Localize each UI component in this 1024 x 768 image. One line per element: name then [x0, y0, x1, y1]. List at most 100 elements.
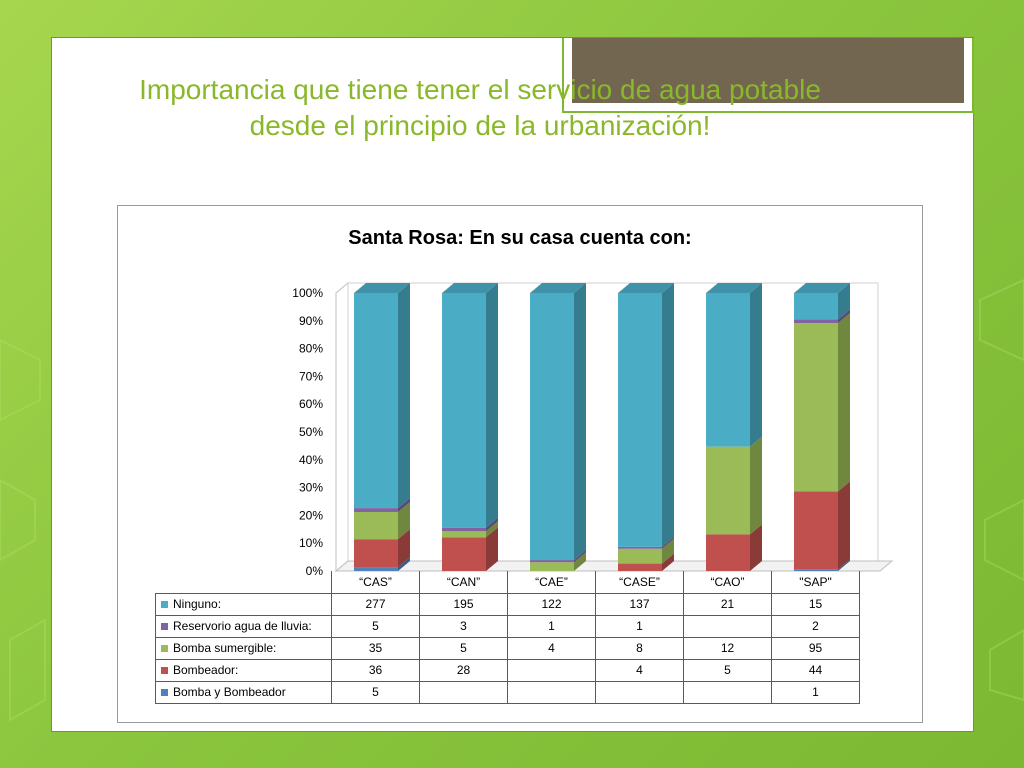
bar-segment [442, 531, 486, 538]
data-label: 1 [771, 680, 860, 704]
data-label: 277 [331, 592, 420, 616]
data-label: 95 [771, 636, 860, 660]
bar-segment-side [398, 283, 410, 509]
bar-segment-side [574, 550, 586, 563]
table-corner [156, 571, 332, 593]
bar-segment-side [398, 529, 410, 568]
bar-segment-side [662, 553, 674, 571]
bar-segment [794, 491, 838, 570]
legend-entry: Reservorio agua de lluvia: [155, 614, 332, 638]
data-label: 137 [595, 592, 684, 616]
data-label: 15 [771, 592, 860, 616]
bar-segment [706, 293, 750, 447]
bar-segment [354, 511, 398, 540]
data-label: 44 [771, 658, 860, 682]
bar-segment [530, 562, 574, 571]
data-label: 21 [683, 592, 772, 616]
bar-segment [354, 293, 398, 509]
table-row: Ninguno: 277 195 122 137 21 15 [155, 592, 860, 616]
data-label: 4 [507, 636, 596, 660]
legend-swatch [161, 645, 168, 653]
bar-segment [794, 319, 838, 324]
category-label: “CASE” [595, 571, 684, 594]
y-tick-label: 70% [299, 369, 323, 383]
legend-entry: Bomba sumergible: [155, 636, 332, 660]
bar-segment-side [574, 552, 586, 571]
data-label [419, 680, 508, 704]
bar-segment-side [838, 313, 850, 492]
legend-entry: Bomba y Bombeador [155, 680, 332, 704]
bar-segment-side [486, 283, 498, 528]
data-label [507, 658, 596, 682]
y-tick-label: 20% [299, 508, 323, 522]
bar-segment-side [398, 557, 410, 571]
series-name: Ninguno: [173, 597, 222, 611]
bar-segment-side [838, 559, 850, 571]
series-name: Bombeador: [173, 663, 239, 677]
legend-swatch [161, 689, 168, 697]
slide-tab-fill [572, 38, 964, 103]
y-tick-label: 30% [299, 481, 323, 495]
bar-segment-side [838, 481, 850, 570]
bar-segment-side [398, 498, 410, 512]
data-label: 1 [507, 614, 596, 638]
data-label: 5 [419, 636, 508, 660]
data-label [683, 680, 772, 704]
data-label: 5 [331, 680, 420, 704]
bar-segment [354, 567, 398, 571]
data-label: 195 [419, 592, 508, 616]
bar-segment-top [530, 283, 586, 293]
bar-segment-side [838, 309, 850, 324]
category-label: “CAO” [683, 571, 772, 594]
table-row: Bomba sumergible: 35 5 4 8 12 95 [155, 636, 860, 660]
bar-segment-side [486, 527, 498, 571]
legend-entry: Ninguno: [155, 592, 332, 616]
data-label: 3 [419, 614, 508, 638]
series-name: Bomba y Bombeador [173, 685, 286, 699]
category-label: “CAN” [419, 571, 508, 594]
chart-title: Santa Rosa: En su casa cuenta con: [348, 227, 691, 249]
bar-segment-side [662, 538, 674, 564]
slide-tab [562, 38, 974, 113]
data-label: 5 [331, 614, 420, 638]
bar-segment-top [794, 283, 850, 293]
data-label: 5 [683, 658, 772, 682]
bar-segment-side [398, 501, 410, 540]
bar-segment-side [486, 521, 498, 538]
legend-swatch [161, 667, 168, 675]
series-name: Bomba sumergible: [173, 641, 277, 655]
bar-segment [530, 560, 574, 563]
bar-segment [442, 537, 486, 571]
y-tick-label: 80% [299, 342, 323, 356]
bar-segment [354, 508, 398, 512]
y-tick-label: 60% [299, 397, 323, 411]
bar-segment-side [838, 283, 850, 320]
data-label [595, 680, 684, 704]
y-tick-label: 50% [299, 425, 323, 439]
data-label: 122 [507, 592, 596, 616]
bar-segment-side [662, 283, 674, 547]
bar-segment [794, 323, 838, 492]
data-label: 28 [419, 658, 508, 682]
legend-swatch [161, 623, 168, 631]
bar-segment [354, 539, 398, 568]
bar-segment-side [750, 283, 762, 447]
bar-segment-side [486, 517, 498, 532]
series-name: Reservorio agua de lluvia: [173, 619, 312, 633]
stacked-bar-chart: Santa Rosa: En su casa cuenta con: 0% 10% 2… [292, 227, 894, 578]
table-row: Reservorio agua de lluvia: 5 3 1 1 2 [155, 614, 860, 638]
chart-side-wall [335, 281, 349, 573]
bar-segment-top [618, 283, 674, 293]
bar-segment [618, 548, 662, 564]
category-label: "SAP" [771, 571, 860, 594]
bar-segment [618, 546, 662, 549]
y-tick-label: 90% [299, 314, 323, 328]
bar-segment [618, 563, 662, 571]
data-label [507, 680, 596, 704]
slide-title: Importancia que tiene tener el servicio … [139, 74, 821, 141]
bar-segment [618, 293, 662, 547]
y-tick-label: 100% [292, 286, 323, 300]
data-label: 12 [683, 636, 772, 660]
bar-segment-side [750, 436, 762, 535]
